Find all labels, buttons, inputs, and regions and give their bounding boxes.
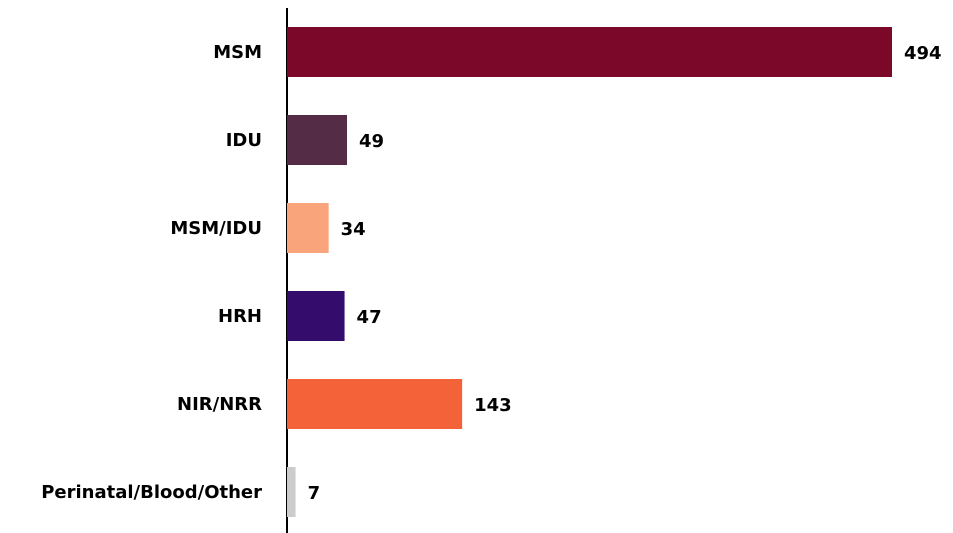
category-label: IDU [226, 130, 262, 151]
bar [287, 27, 892, 77]
bar [287, 203, 329, 253]
bar [287, 467, 296, 517]
category-label: MSM [213, 42, 262, 63]
bar [287, 115, 348, 165]
value-label: 143 [474, 395, 512, 416]
category-label: HRH [218, 306, 262, 327]
value-label: 7 [308, 483, 321, 504]
category-label: Perinatal/Blood/Other [41, 482, 262, 503]
value-label: 49 [359, 131, 384, 152]
value-label: 47 [357, 307, 382, 328]
bar [287, 291, 345, 341]
value-label: 494 [904, 43, 942, 64]
bar [287, 379, 463, 429]
category-label: MSM/IDU [170, 218, 262, 239]
category-label: NIR/NRR [177, 394, 262, 415]
value-label: 34 [341, 219, 366, 240]
